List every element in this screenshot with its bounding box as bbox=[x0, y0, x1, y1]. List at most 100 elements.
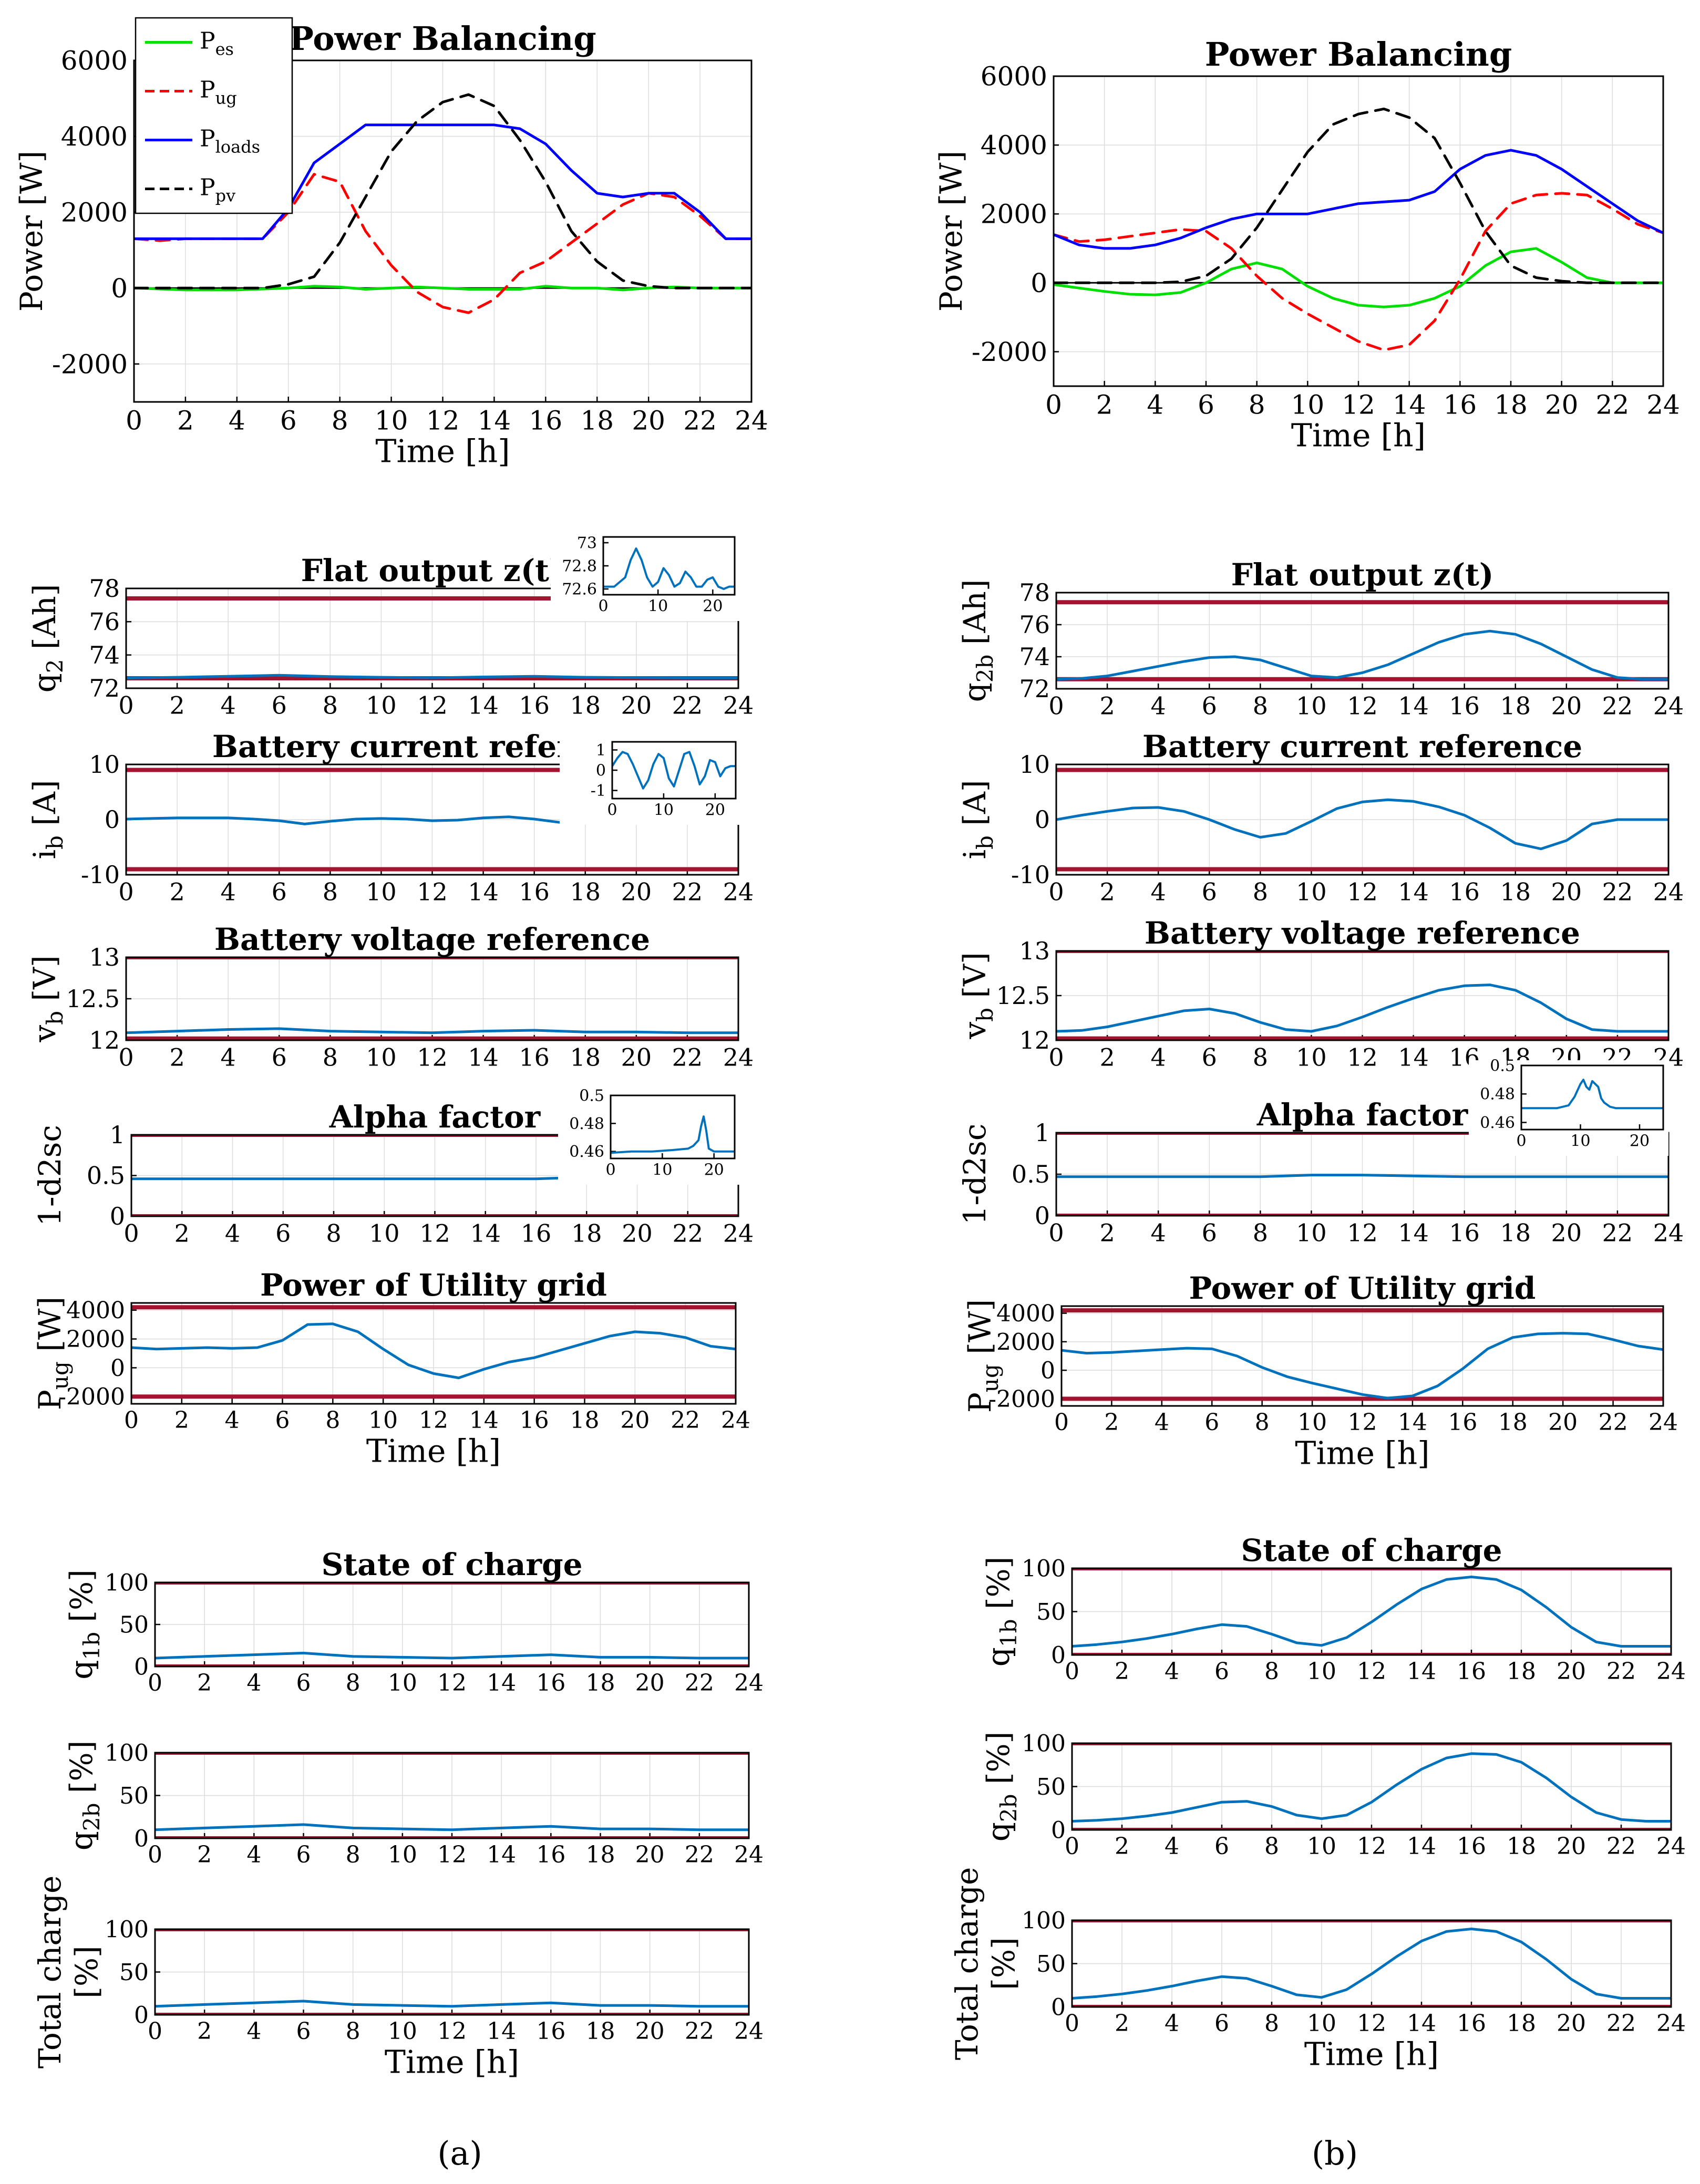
x-tick-label: 16 bbox=[529, 406, 563, 436]
x-tick-label: 20 bbox=[1551, 691, 1582, 720]
x-tick-label: 14 bbox=[470, 1219, 501, 1247]
x-tick-label: 12 bbox=[1347, 1218, 1378, 1247]
x-tick-label: 4 bbox=[1151, 877, 1166, 906]
inset-a-ib: 0 10 20-101 bbox=[560, 737, 741, 825]
x-tick-label: 0 bbox=[1516, 1132, 1526, 1151]
x-tick-label: 8 bbox=[346, 1670, 360, 1696]
y-axis-label: Pug [W] bbox=[32, 1297, 73, 1410]
x-tick-label: 6 bbox=[1204, 1409, 1219, 1436]
x-tick-label: 2 bbox=[169, 877, 184, 906]
x-tick-label: 24 bbox=[723, 1219, 754, 1247]
x-tick-label: 8 bbox=[326, 1219, 341, 1247]
y-tick-label: 13 bbox=[1019, 937, 1050, 965]
x-tick-label: 22 bbox=[672, 1219, 703, 1247]
x-tick-label: 2 bbox=[169, 1043, 184, 1071]
x-tick-label: 18 bbox=[570, 1043, 601, 1071]
y-tick-label: 10 bbox=[89, 750, 120, 779]
axes-frame bbox=[1060, 1305, 1664, 1407]
x-tick-label: 0 bbox=[124, 1407, 139, 1434]
x-tick-label: 10 bbox=[1296, 877, 1327, 906]
x-tick-label: 10 bbox=[388, 1841, 417, 1868]
x-tick-label: 22 bbox=[1602, 1218, 1633, 1247]
x-tick-label: 10 bbox=[366, 1043, 397, 1071]
y-tick-label: 76 bbox=[1019, 610, 1050, 639]
axes-frame bbox=[125, 587, 739, 689]
x-tick-label: 2 bbox=[197, 2018, 212, 2045]
y-tick-label: 0 bbox=[1035, 1202, 1050, 1230]
y-tick-label: 2000 bbox=[61, 197, 128, 227]
x-tick-label: 22 bbox=[1596, 390, 1630, 420]
x-tick-label: 8 bbox=[325, 1407, 340, 1434]
y-tick-label: 100 bbox=[1022, 1555, 1066, 1582]
y-axis-label: q1b [%] bbox=[64, 1569, 105, 1680]
series-line-trace bbox=[155, 1823, 749, 1831]
x-axis-label: Time [h] bbox=[1304, 2036, 1439, 2073]
caption-b: (b) bbox=[1312, 2134, 1358, 2172]
y-tick-label: 78 bbox=[1019, 578, 1050, 607]
x-tick-label: 2 bbox=[1099, 877, 1115, 906]
legend-label-loads: Ploads bbox=[200, 126, 260, 157]
chart-b-ug: 0 2 4 6 8 10 12 14 16 18 20 22 24-2000020004000Power… bbox=[962, 1270, 1678, 1472]
y-tick-label: 2000 bbox=[996, 1329, 1055, 1355]
x-tick-label: 16 bbox=[519, 877, 550, 906]
y-axis-label: q2 [Ah] bbox=[27, 584, 68, 693]
x-tick-label: 22 bbox=[685, 2018, 714, 2045]
x-tick-label: 2 bbox=[197, 1670, 212, 1696]
x-tick-label: 8 bbox=[323, 877, 338, 906]
series-line-trace bbox=[126, 1027, 738, 1034]
series-line-inset-trace bbox=[612, 751, 736, 790]
x-tick-label: 0 bbox=[1048, 691, 1064, 720]
x-tick-label: 18 bbox=[570, 691, 601, 719]
x-tick-label: 14 bbox=[1407, 1658, 1436, 1685]
chart-title: Power of Utility grid bbox=[1189, 1270, 1536, 1306]
y-tick-label: -10 bbox=[1011, 861, 1050, 889]
x-tick-label: 24 bbox=[1646, 390, 1680, 420]
y-tick-label: 0.46 bbox=[1480, 1114, 1515, 1132]
x-tick-label: 18 bbox=[570, 1407, 600, 1434]
y-tick-label: 100 bbox=[105, 1569, 149, 1596]
series-line-trace bbox=[1072, 1576, 1671, 1648]
y-axis-label: 1-d2sc bbox=[32, 1125, 68, 1226]
series-line-trace bbox=[1056, 629, 1668, 681]
y-tick-label: 12 bbox=[1019, 1026, 1050, 1054]
x-tick-label: 0 bbox=[148, 2018, 162, 2045]
x-tick-label: 4 bbox=[225, 1407, 240, 1434]
x-tick-label: 0 bbox=[1048, 1218, 1064, 1247]
x-tick-label: 2 bbox=[1096, 390, 1113, 420]
x-tick-label: 10 bbox=[368, 1407, 398, 1434]
x-tick-label: 0 bbox=[598, 597, 608, 616]
x-tick-label: 24 bbox=[1656, 1833, 1686, 1860]
x-tick-label: 18 bbox=[586, 2018, 615, 2045]
series-line-trace bbox=[1056, 798, 1668, 851]
x-tick-label: 12 bbox=[1347, 1043, 1378, 1071]
x-tick-label: 12 bbox=[1357, 1658, 1386, 1685]
x-tick-label: 24 bbox=[723, 691, 754, 719]
x-tick-label: 22 bbox=[672, 877, 703, 906]
x-tick-label: 0 bbox=[118, 877, 133, 906]
x-tick-label: 20 bbox=[1551, 877, 1582, 906]
x-tick-label: 16 bbox=[1449, 877, 1480, 906]
y-tick-label: 76 bbox=[89, 607, 120, 636]
x-tick-label: 22 bbox=[671, 1407, 700, 1434]
x-tick-label: 20 bbox=[621, 691, 652, 719]
x-tick-label: 16 bbox=[520, 1407, 549, 1434]
y-tick-label: 100 bbox=[1022, 1907, 1066, 1934]
x-tick-label: 22 bbox=[1606, 1833, 1636, 1860]
axes-frame bbox=[154, 1752, 750, 1839]
x-tick-label: 20 bbox=[635, 1670, 665, 1696]
x-tick-label: 22 bbox=[1602, 877, 1633, 906]
x-tick-label: 14 bbox=[1398, 1218, 1429, 1247]
x-tick-label: 20 bbox=[1630, 1132, 1650, 1151]
x-tick-label: 22 bbox=[1602, 691, 1633, 720]
series-line-pv bbox=[1054, 107, 1663, 284]
y-tick-label: 0.48 bbox=[1480, 1085, 1515, 1104]
y-tick-label: 72 bbox=[89, 674, 120, 702]
x-tick-label: 18 bbox=[580, 406, 614, 436]
y-tick-label: 0 bbox=[1051, 1817, 1066, 1844]
x-tick-label: 6 bbox=[1214, 1833, 1229, 1860]
x-tick-label: 8 bbox=[323, 1043, 338, 1071]
x-tick-label: 6 bbox=[272, 1043, 287, 1071]
x-tick-label: 18 bbox=[1500, 691, 1531, 720]
series-line-trace bbox=[1062, 1332, 1663, 1400]
